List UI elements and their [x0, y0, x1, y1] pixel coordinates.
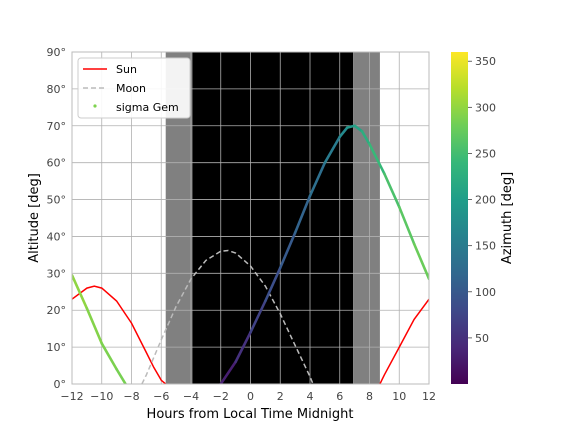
series-line-sun [72, 285, 167, 384]
colorbar-tick-label: 350 [475, 55, 496, 68]
target-track-segment [234, 331, 252, 364]
series-line-sun [379, 298, 429, 384]
target-track-segment [249, 299, 267, 334]
target-track-segment [72, 273, 89, 310]
legend-label-target: sigma Gem [116, 101, 179, 114]
legend-box [77, 57, 191, 119]
twilight-band-1 [192, 52, 354, 384]
target-track-segment [100, 342, 118, 371]
twilight-bands [165, 52, 380, 384]
y-axis-label: Altitude [deg] [27, 173, 42, 263]
x-tick-label: −2 [213, 390, 229, 403]
x-tick-label: −10 [90, 390, 113, 403]
plot-frame [71, 51, 430, 385]
target-track-segment [368, 142, 386, 176]
x-tick-label: 8 [366, 390, 373, 403]
x-tick-label: 0 [247, 390, 254, 403]
series-group [72, 124, 429, 384]
colorbar-tick-labels: 50 100 150 200 250 300 350 [468, 55, 496, 345]
target-track-segment [219, 360, 237, 384]
x-tick-label: 4 [307, 390, 314, 403]
x-axis-label: Hours from Local Time Midnight [147, 407, 354, 422]
colorbar-tick-label: 250 [475, 147, 496, 160]
colorbar [451, 52, 468, 384]
x-tick-labels: −12 −10 −8 −6 −4 −2 0 2 4 6 8 10 12 [60, 390, 436, 403]
legend-label-moon: Moon [116, 82, 146, 95]
x-tick-label: −4 [183, 390, 199, 403]
y-tick-label: 90° [47, 46, 67, 59]
target-track-segment [323, 135, 342, 164]
y-tick-label: 20° [47, 304, 67, 317]
x-tick-label: −6 [153, 390, 169, 403]
colorbar-tick-label: 150 [475, 240, 496, 253]
y-tick-label: 30° [47, 267, 67, 280]
x-tick-label: −12 [60, 390, 83, 403]
target-track-segment [412, 242, 429, 281]
y-tick-label: 80° [47, 83, 67, 96]
x-tick-label: 2 [277, 390, 284, 403]
target-track-segment [115, 367, 127, 384]
target-track-segment [397, 205, 416, 246]
target-track-segment [264, 266, 282, 303]
y-tick-label: 0° [54, 378, 67, 391]
target-track-segment [308, 161, 327, 198]
x-tick-label: −8 [123, 390, 139, 403]
target-track-segment [338, 126, 349, 139]
target-track-segment [293, 194, 312, 235]
y-tick-label: 50° [47, 194, 67, 207]
y-tick-label: 10° [47, 341, 67, 354]
x-tick-label: 12 [422, 390, 436, 403]
colorbar-label: Azimuth [deg] [500, 172, 515, 264]
target-track-segment [360, 130, 371, 146]
twilight-band-2 [353, 52, 380, 384]
colorbar-tick-label: 50 [475, 332, 489, 345]
y-tick-label: 40° [47, 230, 67, 243]
target-track-segment [383, 172, 401, 209]
colorbar-tick-label: 100 [475, 286, 496, 299]
colorbar-tick-label: 200 [475, 194, 496, 207]
y-tick-label: 70° [47, 120, 67, 133]
legend: Sun Moon sigma Gem [77, 57, 191, 119]
legend-label-sun: Sun [116, 63, 137, 76]
target-track-segment [85, 307, 104, 345]
x-tick-label: 10 [392, 390, 406, 403]
x-tick-label: 6 [336, 390, 343, 403]
colorbar-tick-label: 300 [475, 101, 496, 114]
series-line-moon [141, 249, 314, 384]
y-tick-labels: 0° 10° 20° 30° 40° 50° 60° 70° 80° 90° [47, 46, 67, 391]
legend-swatch-target [93, 104, 97, 108]
target-track-segment [353, 124, 364, 133]
target-track-segment [278, 231, 297, 270]
y-tick-label: 60° [47, 157, 67, 170]
